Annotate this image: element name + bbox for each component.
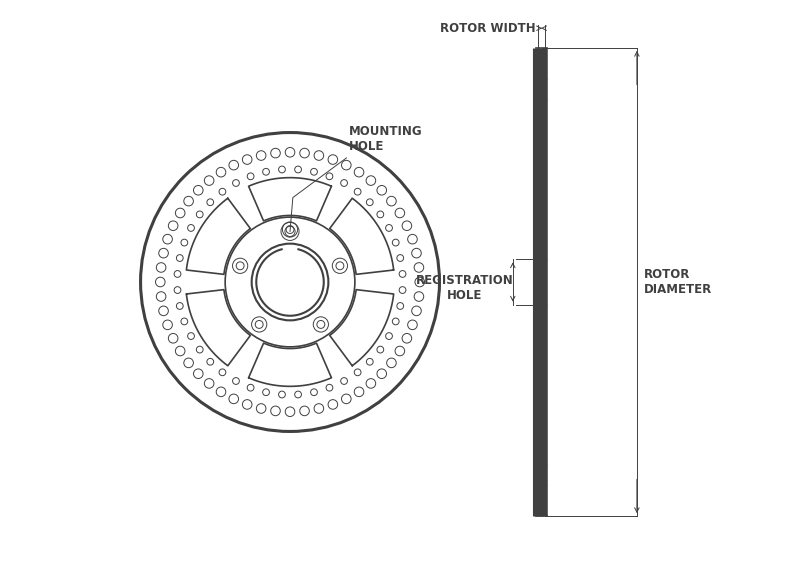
Bar — [534, 271, 541, 293]
Text: ROTOR WIDTH: ROTOR WIDTH — [440, 21, 535, 35]
Text: REGISTRATION
HOLE: REGISTRATION HOLE — [416, 274, 514, 302]
Text: MOUNTING
HOLE: MOUNTING HOLE — [350, 125, 423, 153]
Text: ROTOR
DIAMETER: ROTOR DIAMETER — [644, 268, 712, 296]
